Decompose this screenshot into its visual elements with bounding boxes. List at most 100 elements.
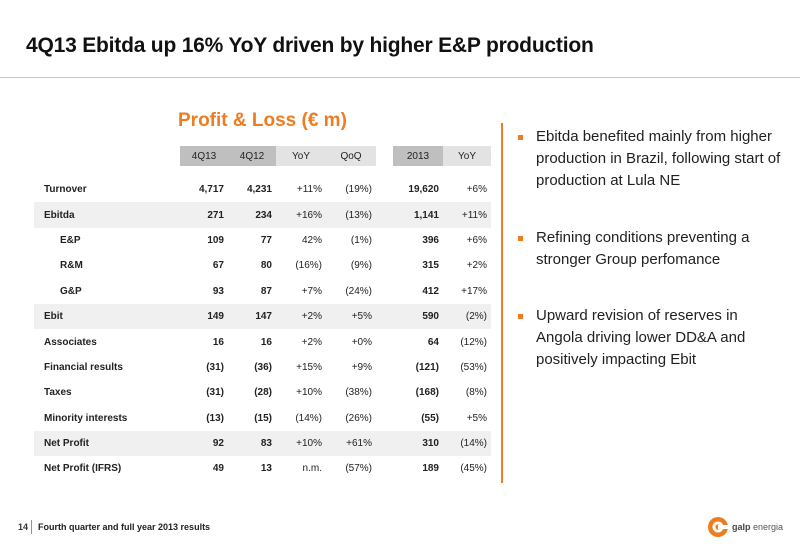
company-logo: galp energia [707, 516, 783, 538]
cell-gap [376, 380, 393, 405]
cell-yoy: (14%) [295, 412, 322, 424]
cell-yoy: +11% [296, 184, 322, 196]
table-row: Turnover 4,717 4,231 +11% (19%) 19,620 +6% [34, 177, 491, 202]
footer-text: Fourth quarter and full year 2013 result… [38, 522, 211, 532]
cell-gap [376, 456, 393, 481]
title-divider [0, 77, 800, 78]
cell-fy-yoy: (8%) [465, 387, 487, 399]
cell-2013: (168) [415, 387, 439, 399]
cell-4q12: (28) [254, 387, 272, 399]
cell-4q13: 109 [207, 234, 224, 246]
cell-qoq: (38%) [345, 387, 372, 399]
table-row: Ebitda 271 234 +16% (13%) 1,141 +11% [34, 202, 491, 228]
cell-qoq: +61% [326, 430, 376, 457]
bullet-item: Refining conditions preventing a stronge… [518, 227, 786, 271]
row-label: Taxes [44, 387, 72, 399]
bullet-square-icon [518, 236, 523, 241]
table-row: G&P 93 87 +7% (24%) 412 +17% [34, 279, 491, 304]
cell-gap [376, 279, 393, 304]
cell-fy-yoy: +6% [466, 184, 487, 196]
table-row: Financial results (31) (36) +15% +9% (121) (53… [34, 355, 491, 380]
row-label: G&P [60, 285, 82, 297]
row-label: Minority interests [44, 412, 128, 424]
cell-4q13: (13) [206, 412, 224, 424]
commentary-bullets: Ebitda benefited mainly from higher prod… [518, 126, 786, 371]
table-row: Taxes (31) (28) +10% (38%) (168) (8%) [34, 380, 491, 405]
table-row: Associates 16 16 +2% +0% 64 (12%) [34, 329, 491, 354]
row-label: R&M [60, 260, 83, 272]
cell-qoq: (24%) [345, 285, 372, 297]
table-row: Ebit 149 147 +2% +5% 590 (2%) [34, 303, 491, 330]
footer-divider [31, 520, 33, 534]
bullet-text: Ebitda benefited mainly from higher prod… [536, 128, 781, 189]
row-label: Net Profit (IFRS) [44, 463, 122, 475]
table-row: Net Profit (IFRS) 49 13 n.m. (57%) 189 (45%) [34, 456, 491, 481]
cell-gap [376, 253, 393, 278]
page-number: 14 [18, 522, 29, 532]
cell-fy-yoy: (53%) [460, 361, 487, 373]
cell-qoq: +5% [326, 303, 376, 330]
cell-qoq: (26%) [345, 412, 372, 424]
cell-yoy: +2% [301, 336, 322, 348]
bullet-square-icon [518, 314, 523, 319]
cell-yoy: +15% [296, 361, 322, 373]
cell-4q13: 67 [212, 260, 224, 272]
cell-4q13: 93 [212, 285, 224, 297]
section-heading: Profit & Loss (€ m) [178, 110, 347, 131]
table-row: Minority interests (13) (15) (14%) (26%) (55)… [34, 406, 491, 431]
cell-4q12: 87 [260, 285, 272, 297]
header-blank [34, 146, 180, 166]
table-header-row: 4Q13 4Q12 YoY QoQ 2013 YoY [34, 146, 491, 166]
cell-qoq: (1%) [350, 234, 372, 246]
cell-4q13: 92 [180, 430, 228, 457]
table-row: Net Profit 92 83 +10% +61% 310 (14%) [34, 430, 491, 457]
cell-2013: 590 [393, 303, 443, 330]
header-4q12: 4Q12 [228, 146, 276, 166]
cell-gap [376, 303, 393, 330]
header-gap [376, 146, 393, 166]
cell-yoy: +2% [276, 303, 326, 330]
row-label: Ebitda [34, 202, 180, 228]
cell-fy-yoy: (45%) [460, 463, 487, 475]
slide-title: 4Q13 Ebitda up 16% YoY driven by higher … [26, 34, 594, 57]
cell-4q12: 80 [260, 260, 272, 272]
cell-4q13: (31) [206, 361, 224, 373]
cell-yoy: +7% [301, 285, 322, 297]
cell-fy-yoy: +6% [466, 234, 487, 246]
cell-4q12: 4,231 [246, 184, 272, 196]
cell-4q12: 16 [260, 336, 272, 348]
cell-fy-yoy: +2% [466, 260, 487, 272]
cell-yoy: +16% [276, 202, 326, 228]
cell-qoq: +9% [351, 361, 372, 373]
cell-fy-yoy: (14%) [443, 430, 491, 457]
slide-footer: 14 Fourth quarter and full year 2013 res… [18, 520, 210, 534]
row-label: Financial results [44, 361, 123, 373]
cell-gap [376, 355, 393, 380]
cell-gap [376, 406, 393, 431]
row-label: Ebit [34, 303, 180, 330]
cell-fy-yoy: (12%) [460, 336, 487, 348]
header-qoq: QoQ [326, 146, 376, 166]
cell-4q12: 234 [228, 202, 276, 228]
cell-4q12: (15) [254, 412, 272, 424]
cell-2013: 1,141 [393, 202, 443, 228]
cell-2013: 396 [422, 234, 439, 246]
cell-qoq: (13%) [326, 202, 376, 228]
cell-2013: (121) [415, 361, 439, 373]
cell-2013: 189 [422, 463, 439, 475]
cell-4q12: (36) [254, 361, 272, 373]
cell-fy-yoy: +17% [461, 285, 487, 297]
cell-gap [376, 202, 393, 228]
cell-yoy: +10% [276, 430, 326, 457]
header-4q13: 4Q13 [180, 146, 228, 166]
header-fy-yoy: YoY [443, 146, 491, 166]
cell-2013: 412 [422, 285, 439, 297]
row-label: Associates [44, 336, 97, 348]
cell-qoq: (9%) [350, 260, 372, 272]
row-label: Turnover [44, 184, 87, 196]
cell-2013: 19,620 [408, 184, 439, 196]
header-2013: 2013 [393, 146, 443, 166]
profit-loss-table: 4Q13 4Q12 YoY QoQ 2013 YoY Turnover 4,717… [34, 146, 491, 482]
cell-qoq: (57%) [345, 463, 372, 475]
row-label: Net Profit [34, 430, 180, 457]
